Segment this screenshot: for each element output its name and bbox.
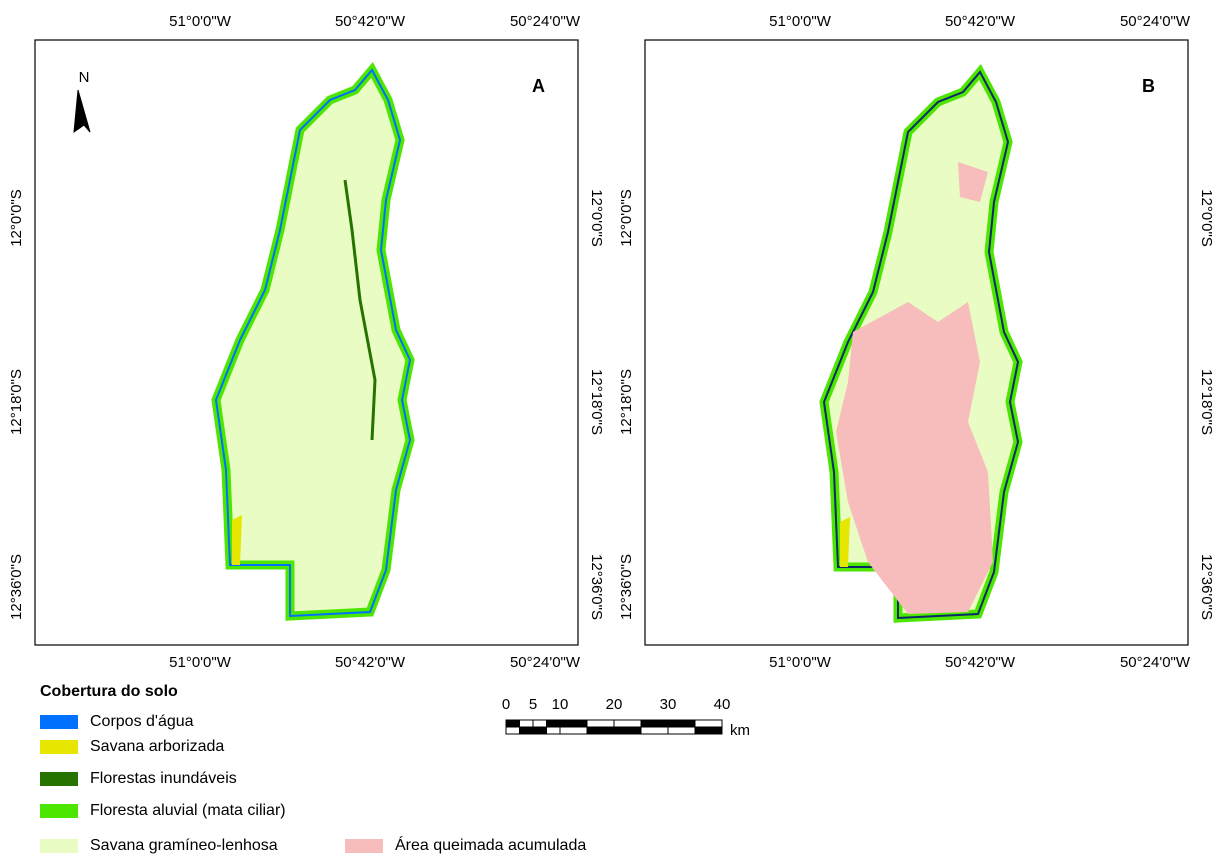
- bottom-tick-label: 50°24'0"W: [1120, 654, 1191, 671]
- left-tick-label: 12°36'0"S: [8, 554, 25, 620]
- bottom-tick-label: 50°24'0"W: [510, 654, 581, 671]
- bottom-tick-label: 51°0'0"W: [169, 654, 232, 671]
- legend-swatch: [40, 839, 78, 853]
- legend-swatch: [345, 839, 383, 853]
- left-tick-label: 12°18'0"S: [8, 369, 25, 435]
- legend-swatch: [40, 715, 78, 729]
- scale-seg: [560, 720, 587, 727]
- top-tick-label: 50°24'0"W: [510, 13, 581, 30]
- north-label: N: [79, 69, 90, 86]
- scale-seg: [533, 727, 547, 734]
- top-tick-label: 51°0'0"W: [769, 13, 832, 30]
- scale-seg: [520, 720, 534, 727]
- scale-seg: [587, 720, 614, 727]
- scale-seg: [641, 720, 668, 727]
- top-tick-label: 50°42'0"W: [335, 13, 406, 30]
- scale-seg: [614, 720, 641, 727]
- scale-seg: [587, 727, 614, 734]
- scale-seg: [560, 727, 587, 734]
- scale-seg: [547, 727, 561, 734]
- panel-label: A: [532, 76, 545, 96]
- right-tick-label: 12°18'0"S: [588, 369, 605, 435]
- bottom-tick-label: 50°42'0"W: [945, 654, 1016, 671]
- legend-label: Floresta aluvial (mata ciliar): [90, 802, 286, 819]
- scale-label: 10: [552, 696, 569, 713]
- legend-swatch: [40, 804, 78, 818]
- scale-unit: km: [730, 722, 750, 739]
- scale-seg: [547, 720, 561, 727]
- legend-swatch: [40, 772, 78, 786]
- scale-seg: [614, 727, 641, 734]
- scale-label: 0: [502, 696, 510, 713]
- scale-seg: [533, 720, 547, 727]
- scale-seg: [695, 720, 722, 727]
- legend-title: Cobertura do solo: [40, 683, 178, 700]
- figure: 0 5 10 20 30 40 km 51°0'0"W 50°42'0"W 50°24'0"W 5…: [0, 0, 1216, 856]
- top-tick-label: 50°24'0"W: [1120, 13, 1191, 30]
- left-tick-label: 12°0'0"S: [618, 189, 635, 247]
- scale-label: 30: [660, 696, 677, 713]
- scale-seg: [668, 727, 695, 734]
- north-arrow: [74, 90, 90, 132]
- map-a: [35, 40, 578, 645]
- right-tick-label: 12°18'0"S: [1198, 369, 1215, 435]
- scale-bar: 0 5 10 20 30 40 km: [502, 696, 750, 739]
- right-tick-label: 12°0'0"S: [588, 189, 605, 247]
- left-tick-label: 12°36'0"S: [618, 554, 635, 620]
- legend-label: Área queimada acumulada: [395, 835, 586, 854]
- legend-label: Florestas inundáveis: [90, 770, 237, 787]
- scale-seg: [520, 727, 534, 734]
- left-tick-label: 12°18'0"S: [618, 369, 635, 435]
- scale-seg: [668, 720, 695, 727]
- scale-label: 5: [529, 696, 537, 713]
- scale-seg: [506, 727, 520, 734]
- scale-seg: [506, 720, 520, 727]
- scale-seg: [695, 727, 722, 734]
- right-tick-label: 12°36'0"S: [588, 554, 605, 620]
- scale-label: 40: [714, 696, 731, 713]
- right-tick-label: 12°0'0"S: [1198, 189, 1215, 247]
- legend-swatch: [40, 740, 78, 754]
- legend-label: Savana gramíneo-lenhosa: [90, 837, 278, 854]
- legend-label: Savana arborizada: [90, 738, 224, 755]
- legend-label: Corpos d'água: [90, 713, 194, 730]
- right-tick-label: 12°36'0"S: [1198, 554, 1215, 620]
- bottom-tick-label: 50°42'0"W: [335, 654, 406, 671]
- map-b: [645, 40, 1188, 645]
- bottom-tick-label: 51°0'0"W: [769, 654, 832, 671]
- scale-label: 20: [606, 696, 623, 713]
- land: [216, 70, 410, 616]
- top-tick-label: 50°42'0"W: [945, 13, 1016, 30]
- scale-seg: [641, 727, 668, 734]
- panel-label: B: [1142, 76, 1155, 96]
- top-tick-label: 51°0'0"W: [169, 13, 232, 30]
- left-tick-label: 12°0'0"S: [8, 189, 25, 247]
